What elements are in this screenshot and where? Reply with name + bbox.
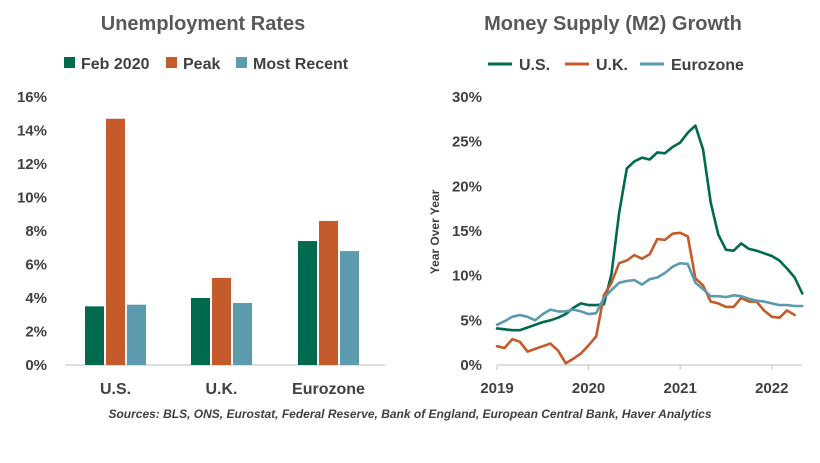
- unemployment-bars: [85, 118, 359, 366]
- y-tick-label-16: 16%: [17, 89, 47, 106]
- series-line-u-k: [495, 231, 797, 365]
- unemployment-categories: U.S. U.K. Eurozone: [100, 381, 365, 398]
- money-supply-chart: Money Supply (M2) Growth U.S. U.K. Euroz…: [428, 13, 804, 397]
- source-note: Sources: BLS, ONS, Eurostat, Federal Res…: [108, 407, 711, 421]
- money-supply-y-label: Year Over Year: [428, 189, 442, 274]
- y-tick-label-0: 0%: [25, 357, 47, 374]
- legend-label-uk: U.K.: [596, 57, 628, 74]
- money-supply-x-axis: 2019 2020 2021 2022: [480, 365, 788, 397]
- category-label-u-s: U.S.: [100, 381, 131, 398]
- legend-label-most-recent: Most Recent: [253, 56, 349, 73]
- legend-label-us: U.S.: [519, 57, 550, 74]
- y-tick-label-5: 5%: [460, 312, 482, 329]
- series-line-eurozone: [495, 261, 804, 327]
- y-tick-label-0: 0%: [460, 357, 482, 374]
- category-label-eurozone: Eurozone: [292, 381, 365, 398]
- y-tick-label-20: 20%: [452, 178, 482, 195]
- money-supply-lines: [495, 124, 804, 365]
- legend-label-feb-2020: Feb 2020: [81, 56, 150, 73]
- bar-eurozone-most-recent: [340, 251, 359, 365]
- y-tick-label-15: 15%: [452, 223, 482, 240]
- bar-u-k-most-recent: [233, 303, 252, 365]
- money-supply-y-axis: 0% 5% 10% 15% 20% 25% 30%: [452, 89, 482, 374]
- y-tick-label-6: 6%: [25, 257, 47, 274]
- money-supply-legend: U.S. U.K. Eurozone: [488, 57, 744, 74]
- bar-u-s-peak: [106, 118, 125, 366]
- bar-eurozone-feb-2020: [298, 241, 317, 365]
- x-tick-label-2022: 2022: [755, 380, 788, 397]
- series-line-u-s: [495, 124, 804, 332]
- category-label-u-k: U.K.: [206, 381, 238, 398]
- legend-swatch-peak: [166, 57, 177, 68]
- x-tick-label-2020: 2020: [572, 380, 605, 397]
- money-supply-title: Money Supply (M2) Growth: [484, 13, 742, 35]
- y-tick-label-14: 14%: [17, 123, 47, 140]
- unemployment-chart: Unemployment Rates Feb 2020 Peak Most Re…: [17, 13, 385, 398]
- bar-u-s-feb-2020: [85, 306, 104, 365]
- y-tick-label-25: 25%: [452, 134, 482, 151]
- y-tick-label-8: 8%: [25, 223, 47, 240]
- y-tick-label-4: 4%: [25, 290, 47, 307]
- y-tick-label-30: 30%: [452, 89, 482, 106]
- bar-u-k-feb-2020: [191, 298, 210, 365]
- bar-u-s-most-recent: [127, 304, 146, 365]
- legend-label-peak: Peak: [183, 56, 220, 73]
- y-tick-label-12: 12%: [17, 156, 47, 173]
- x-tick-label-2021: 2021: [663, 380, 696, 397]
- bar-u-k-peak: [212, 277, 231, 365]
- legend-swatch-feb-2020: [64, 57, 75, 68]
- bar-eurozone-peak: [319, 220, 338, 365]
- unemployment-legend: Feb 2020 Peak Most Recent: [64, 56, 349, 73]
- y-tick-label-10: 10%: [17, 190, 47, 207]
- y-tick-label-10: 10%: [452, 268, 482, 285]
- unemployment-y-axis: 0% 2% 4% 6% 8% 10% 12% 14% 16%: [17, 89, 47, 374]
- x-tick-label-2019: 2019: [480, 380, 513, 397]
- legend-label-eurozone: Eurozone: [671, 57, 744, 74]
- unemployment-title: Unemployment Rates: [101, 13, 306, 35]
- y-tick-label-2: 2%: [25, 324, 47, 341]
- legend-swatch-most-recent: [236, 57, 247, 68]
